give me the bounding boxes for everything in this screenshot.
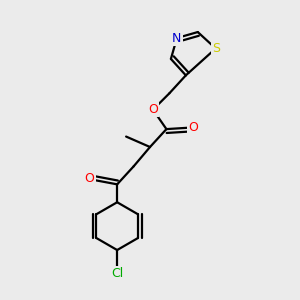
Text: O: O: [85, 172, 94, 185]
Text: N: N: [172, 32, 182, 44]
Text: O: O: [188, 121, 198, 134]
Text: S: S: [212, 42, 220, 55]
Text: Cl: Cl: [111, 266, 123, 280]
Text: O: O: [148, 103, 158, 116]
